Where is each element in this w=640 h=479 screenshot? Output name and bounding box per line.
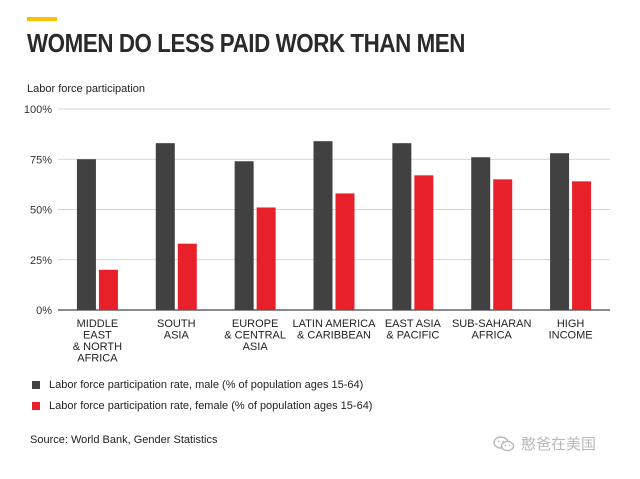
x-category-label: MIDDLE EAST & NORTH AFRICA	[73, 318, 122, 365]
watermark: 憨爸在美国	[493, 433, 596, 454]
bar-chart: 0% 25% 50% 75% 100% MIDDLE EAST & NORTH AFRICA SO…	[24, 104, 610, 365]
legend-item-female: Labor force participation rate, female (…	[32, 398, 372, 413]
source-note: Source: World Bank, Gender Statistics	[30, 434, 218, 446]
bar-male	[155, 143, 175, 310]
y-tick-label: 75%	[30, 154, 52, 166]
legend-swatch-male	[32, 380, 40, 389]
bar-female	[256, 207, 276, 310]
y-tick-label: 0%	[36, 305, 52, 317]
x-category-label: LATIN AMERICA & CARIBBEAN	[293, 318, 377, 342]
bar-female	[572, 181, 592, 310]
y-tick-label: 50%	[30, 205, 52, 217]
bar-female	[335, 193, 355, 310]
legend-label-female: Labor force participation rate, female (…	[49, 399, 373, 412]
bar-male	[471, 157, 491, 310]
y-tick-label: 100%	[24, 104, 52, 116]
legend-swatch-female	[32, 401, 40, 410]
bar-female	[493, 179, 513, 310]
watermark-text: 憨爸在美国	[521, 435, 597, 453]
x-category-label: EUROPE & CENTRAL ASIA	[224, 318, 286, 353]
legend: Labor force participation rate, male (% …	[32, 377, 372, 419]
bar-female	[177, 243, 197, 310]
title-accent-bar	[27, 17, 57, 21]
bar-male	[550, 153, 570, 310]
legend-item-male: Labor force participation rate, male (% …	[32, 377, 372, 392]
legend-label-male: Labor force participation rate, male (% …	[49, 378, 364, 391]
x-category-label: SOUTH ASIA	[157, 318, 196, 342]
wechat-icon	[493, 435, 515, 451]
bar-male	[76, 159, 96, 310]
y-axis-label: Labor force participation	[27, 83, 146, 95]
bar-female	[414, 175, 434, 310]
x-category-label: HIGH INCOME	[549, 318, 593, 342]
bar-male	[392, 143, 412, 310]
bar-male	[313, 141, 333, 310]
bar-female	[98, 269, 118, 310]
x-category-label: SUB-SAHARAN AFRICA	[452, 318, 532, 342]
page-title: WOMEN DO LESS PAID WORK THAN MEN	[27, 28, 465, 58]
y-tick-label: 25%	[30, 255, 52, 267]
bar-male	[234, 161, 254, 310]
x-category-label: EAST ASIA & PACIFIC	[385, 318, 442, 342]
